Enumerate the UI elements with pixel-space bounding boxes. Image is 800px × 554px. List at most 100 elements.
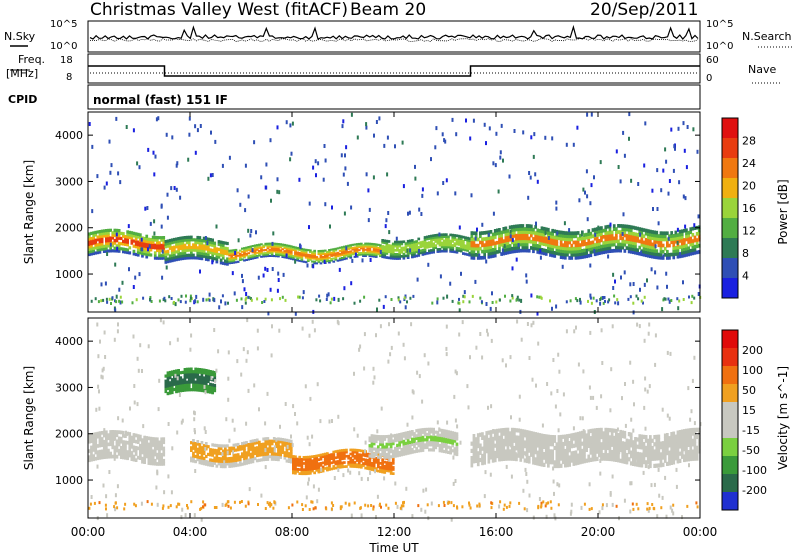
heatmap-cell — [651, 188, 654, 193]
heatmap-cell — [145, 234, 149, 238]
heatmap-cell — [680, 251, 684, 255]
heatmap-cell — [387, 461, 391, 465]
heatmap-cell — [247, 445, 251, 449]
heatmap-cell — [634, 437, 637, 442]
heatmap-cell — [224, 262, 227, 266]
plot-title: Christmas Valley West (fitACF) — [90, 0, 348, 20]
heatmap-cell — [326, 257, 329, 260]
heatmap-cell — [670, 432, 673, 437]
heatmap-cell — [200, 381, 204, 385]
heatmap-cell — [578, 252, 582, 257]
heatmap-cell — [117, 234, 121, 238]
heatmap-cell — [606, 246, 610, 251]
heatmap-cell — [175, 255, 178, 259]
heatmap-cell — [476, 227, 478, 232]
heatmap-cell — [498, 450, 501, 455]
heatmap-cell — [576, 231, 580, 235]
heatmap-cell — [411, 251, 414, 255]
heatmap-cell — [226, 262, 229, 266]
heatmap-cell — [260, 252, 263, 255]
heatmap-cell — [517, 230, 520, 235]
heatmap-cell — [321, 461, 325, 465]
heatmap-cell — [383, 445, 387, 449]
heatmap-cell — [315, 298, 318, 302]
heatmap-cell — [642, 434, 646, 439]
heatmap-cell — [500, 242, 503, 247]
heatmap-cell — [632, 282, 635, 286]
heatmap-cell — [564, 456, 567, 461]
heatmap-cell — [238, 252, 242, 255]
heatmap-cell — [292, 465, 295, 469]
heatmap-cell — [213, 389, 217, 393]
heatmap-cell — [615, 233, 618, 237]
heatmap-cell — [94, 246, 98, 250]
heatmap-cell — [651, 254, 654, 259]
heatmap-cell — [662, 254, 665, 259]
heatmap-cell — [608, 237, 612, 241]
heatmap-cell — [343, 465, 346, 468]
heatmap-cell — [338, 259, 342, 262]
heatmap-cell — [396, 443, 399, 447]
heatmap-cell — [136, 245, 140, 249]
heatmap-cell — [282, 272, 285, 277]
heatmap-cell — [472, 118, 475, 123]
heatmap-cell — [368, 250, 372, 253]
heatmap-cell — [330, 461, 333, 465]
heatmap-cell — [432, 244, 435, 248]
heatmap-cell — [436, 235, 440, 239]
heatmap-cell — [451, 235, 455, 239]
heatmap-cell — [98, 449, 102, 454]
heatmap-cell — [462, 294, 465, 298]
heatmap-cell — [411, 239, 414, 242]
heatmap-cell — [132, 448, 136, 453]
heatmap-cell — [102, 455, 106, 459]
heatmap-cell — [423, 240, 427, 243]
heatmap-cell — [185, 372, 189, 377]
heatmap-cell — [309, 467, 312, 471]
heatmap-cell — [338, 252, 342, 255]
heatmap-cell — [192, 375, 195, 379]
heatmap-cell — [391, 248, 395, 252]
heatmap-cell — [287, 254, 291, 257]
heatmap-cell — [258, 243, 261, 246]
heatmap-cell — [498, 240, 501, 245]
heatmap-cell — [414, 164, 416, 169]
heatmap-cell — [668, 457, 671, 462]
heatmap-cell — [343, 457, 346, 460]
heatmap-cell — [117, 236, 121, 240]
heatmap-cell — [521, 224, 525, 228]
heatmap-cell — [595, 456, 599, 461]
heatmap-cell — [685, 165, 688, 170]
heatmap-cell — [381, 251, 384, 254]
heatmap-cell — [177, 389, 180, 393]
heatmap-cell — [585, 242, 588, 246]
heatmap-cell — [336, 464, 340, 467]
heatmap-cell — [270, 457, 274, 461]
heatmap-cell — [527, 445, 531, 450]
heatmap-cell — [570, 440, 574, 445]
heatmap-cell — [683, 247, 686, 252]
heatmap-cell — [192, 385, 195, 389]
heatmap-cell — [128, 230, 132, 234]
heatmap-cell — [122, 449, 125, 454]
heatmap-cell — [689, 248, 693, 253]
heatmap-cell — [128, 251, 132, 255]
heatmap-cell — [525, 437, 529, 442]
heatmap-cell — [532, 438, 535, 443]
heatmap-cell — [196, 235, 200, 240]
heatmap-cell — [493, 450, 497, 455]
heatmap-cell — [336, 253, 340, 256]
heatmap-cell — [649, 453, 652, 458]
heatmap-cell — [523, 248, 527, 253]
heatmap-cell — [542, 434, 546, 439]
heatmap-cell — [332, 454, 336, 458]
heatmap-cell — [634, 232, 637, 237]
heatmap-cell — [523, 233, 527, 237]
heatmap-cell — [642, 252, 646, 257]
heatmap-cell — [156, 243, 159, 247]
heatmap-cell — [368, 253, 372, 256]
heatmap-cell — [493, 244, 497, 249]
heatmap-cell — [578, 449, 582, 454]
heatmap-cell — [230, 260, 234, 263]
heatmap-cell — [619, 233, 622, 237]
